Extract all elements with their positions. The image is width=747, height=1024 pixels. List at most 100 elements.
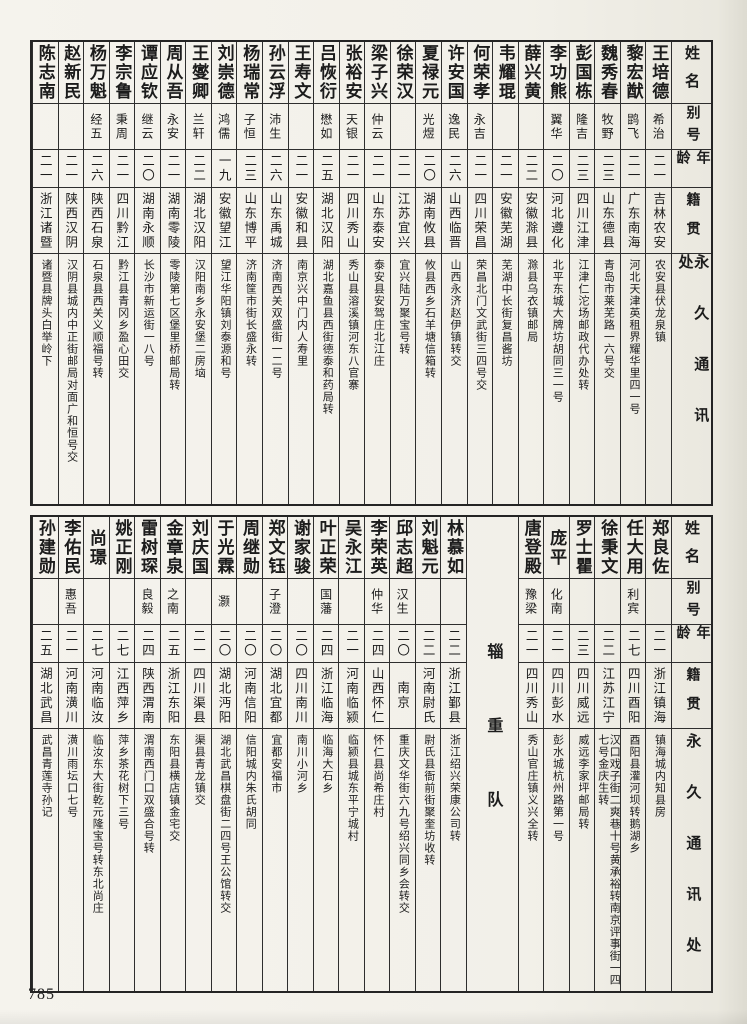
person-address: 湖北嘉鱼县西街德泰和药局转 xyxy=(314,254,339,504)
person-address-text: 渠县青龙镇交 xyxy=(193,734,206,806)
person-age-text: 二〇 xyxy=(395,629,410,658)
person-age-text: 二一 xyxy=(651,154,666,183)
person-column: 李功熊 翼华 二〇 河北遵化 北平东城大牌坊胡同三一号 xyxy=(543,42,569,504)
person-name: 何荣孝 xyxy=(467,42,493,104)
person-address-text: 武昌青莲寺孙记 xyxy=(40,734,53,818)
person-native: 河南潢川 xyxy=(58,663,84,729)
person-alias xyxy=(186,579,211,625)
person-name: 韦耀琨 xyxy=(493,42,518,104)
person-address: 荣昌北门文武街三四号交 xyxy=(468,254,493,504)
person-name: 郑文钰 xyxy=(262,517,288,579)
person-age-text: 二七 xyxy=(88,629,103,658)
person-alias: 汉生 xyxy=(390,579,415,625)
person-name: 赵新民 xyxy=(58,42,84,104)
unit-divider-label: 辎重队 xyxy=(467,517,518,991)
person-native-text: 江苏江宁 xyxy=(600,666,615,725)
person-column: 陈志南 二一 浙江诸暨 诸暨县牌头白举岭下 xyxy=(31,42,58,504)
person-native: 江苏江宁 xyxy=(595,663,620,729)
person-native-text: 安徽和县 xyxy=(293,191,308,250)
person-native-text: 四川彭水 xyxy=(549,666,564,725)
person-column: 魏秀春 牧野 二三 山东德县 青岛市莱芜路一六号交 xyxy=(594,42,620,504)
person-native: 山东德县 xyxy=(595,188,620,254)
person-native: 浙江镇海 xyxy=(646,663,671,729)
person-native: 安徽望江 xyxy=(211,188,237,254)
person-age-text: 二二 xyxy=(191,154,206,183)
person-age: 二三 xyxy=(569,150,595,188)
person-age-text: 二〇 xyxy=(293,629,308,658)
person-address-text: 镇海城内知县房 xyxy=(653,734,666,818)
person-age-text: 二三 xyxy=(574,154,589,183)
person-address-text: 河北天津英租界耀华里四一号 xyxy=(627,259,640,415)
person-column: 徐秉文 二二 江苏江宁 汉口戏子街二爽巷十号黄承裕转南京评事街一四七号金庆生转 xyxy=(594,517,620,991)
header-age-text: 年龄 xyxy=(674,150,710,169)
person-address-text: 济南西关双盛街一二号 xyxy=(270,259,283,379)
person-alias-text: 经五 xyxy=(88,112,103,141)
person-age-text: 二四 xyxy=(139,629,154,658)
person-alias: 隆吉 xyxy=(569,104,595,150)
person-column: 王培德 希治 二一 吉林农安 农安县伏龙泉镇 xyxy=(645,42,671,504)
person-address-text: 汉阴县城内中正街邮局对面广和恒号交 xyxy=(65,259,78,463)
person-column: 孙建勋 二五 湖北武昌 武昌青莲寺孙记 xyxy=(32,517,58,991)
person-name: 罗士瞿 xyxy=(569,517,595,579)
person-address: 济南西关双盛街一二号 xyxy=(263,254,288,504)
person-native-text: 河南临汝 xyxy=(88,666,103,725)
person-alias xyxy=(109,579,135,625)
person-column: 徐荣汉 二一 江苏宜兴 宜兴陆万聚宝号转 xyxy=(389,42,416,504)
person-address-text: 东阳县横店镇金宅交 xyxy=(167,734,180,842)
person-address-text: 湖北武昌棋盘街二四号王公馆转交 xyxy=(218,734,231,914)
person-address: 汉阳南乡永安堡二房垴 xyxy=(186,254,211,504)
person-address: 镇海城内知县房 xyxy=(646,729,671,991)
person-address-text: 北平东城大牌坊胡同三一号 xyxy=(551,259,564,403)
person-age: 二一 xyxy=(339,150,365,188)
person-alias-text: 之南 xyxy=(165,587,180,616)
person-address: 尉氏县衙前街聚奎坊收转 xyxy=(416,729,441,991)
person-age: 二〇 xyxy=(135,150,160,188)
person-alias-text: 鸿儒 xyxy=(216,112,231,141)
person-address-text: 芜湖中长街复昌酱坊 xyxy=(500,259,513,367)
person-alias: 兰轩 xyxy=(186,104,211,150)
person-name: 杨万魁 xyxy=(84,42,109,104)
person-native: 江苏宜兴 xyxy=(390,188,416,254)
person-age: 二〇 xyxy=(288,625,313,663)
person-native-text: 吉林农安 xyxy=(651,191,666,250)
header-age: 年龄 xyxy=(672,625,711,663)
person-native-text: 河南临颍 xyxy=(344,666,359,725)
person-alias-text: 懋如 xyxy=(318,112,333,141)
person-column: 赵新民 二一 陕西汉阴 汉阴县城内中正街邮局对面广和恒号交 xyxy=(57,42,84,504)
person-address: 山西永济赵伊镇转交 xyxy=(442,254,467,504)
person-alias xyxy=(58,104,84,150)
person-age-text: 二六 xyxy=(88,154,103,183)
header-name-text: 姓名 xyxy=(683,44,699,101)
person-age-text: 二六 xyxy=(446,154,461,183)
person-age: 二一 xyxy=(58,150,84,188)
person-alias-text: 天银 xyxy=(344,112,359,141)
person-name-text: 魏秀春 xyxy=(598,44,618,101)
person-name-text: 彭国栋 xyxy=(572,44,592,101)
person-column: 周继勋 二〇 河南信阳 信阳城内朱氏胡同 xyxy=(236,517,262,991)
person-column: 金章泉 之南 二五 浙江东阳 东阳县横店镇金宅交 xyxy=(159,517,186,991)
person-age: 二二 xyxy=(186,150,211,188)
person-native-text: 河北遵化 xyxy=(548,191,563,250)
person-age: 二一 xyxy=(493,150,518,188)
person-name-text: 郑良佐 xyxy=(649,519,669,576)
person-name: 梁子兴 xyxy=(365,42,390,104)
person-name: 吴永江 xyxy=(339,517,364,579)
person-address-text: 尉氏县衙前街聚奎坊收转 xyxy=(422,734,435,866)
person-native: 陕西石泉 xyxy=(84,188,109,254)
person-alias: 国藩 xyxy=(313,579,339,625)
header-address-text: 永久通讯处 xyxy=(676,254,709,458)
person-age: 二一 xyxy=(339,625,364,663)
person-native-text: 四川渠县 xyxy=(191,666,205,725)
header-native-text: 籍贯 xyxy=(684,191,700,250)
person-address-text: 望江华阳镇刘泰源和号 xyxy=(218,259,231,379)
person-name-text: 罗士瞿 xyxy=(572,519,592,576)
person-native: 四川彭水 xyxy=(544,663,569,729)
person-age: 二三 xyxy=(237,150,262,188)
person-age: 二〇 xyxy=(262,625,288,663)
person-address: 宜都安福市 xyxy=(263,729,288,991)
person-address: 信阳城内朱氏胡同 xyxy=(237,729,262,991)
person-age: 二一 xyxy=(288,150,314,188)
header-address-text: 永久通讯处 xyxy=(684,732,701,988)
person-name-text: 张裕安 xyxy=(342,44,362,101)
person-native: 四川江津 xyxy=(569,188,595,254)
